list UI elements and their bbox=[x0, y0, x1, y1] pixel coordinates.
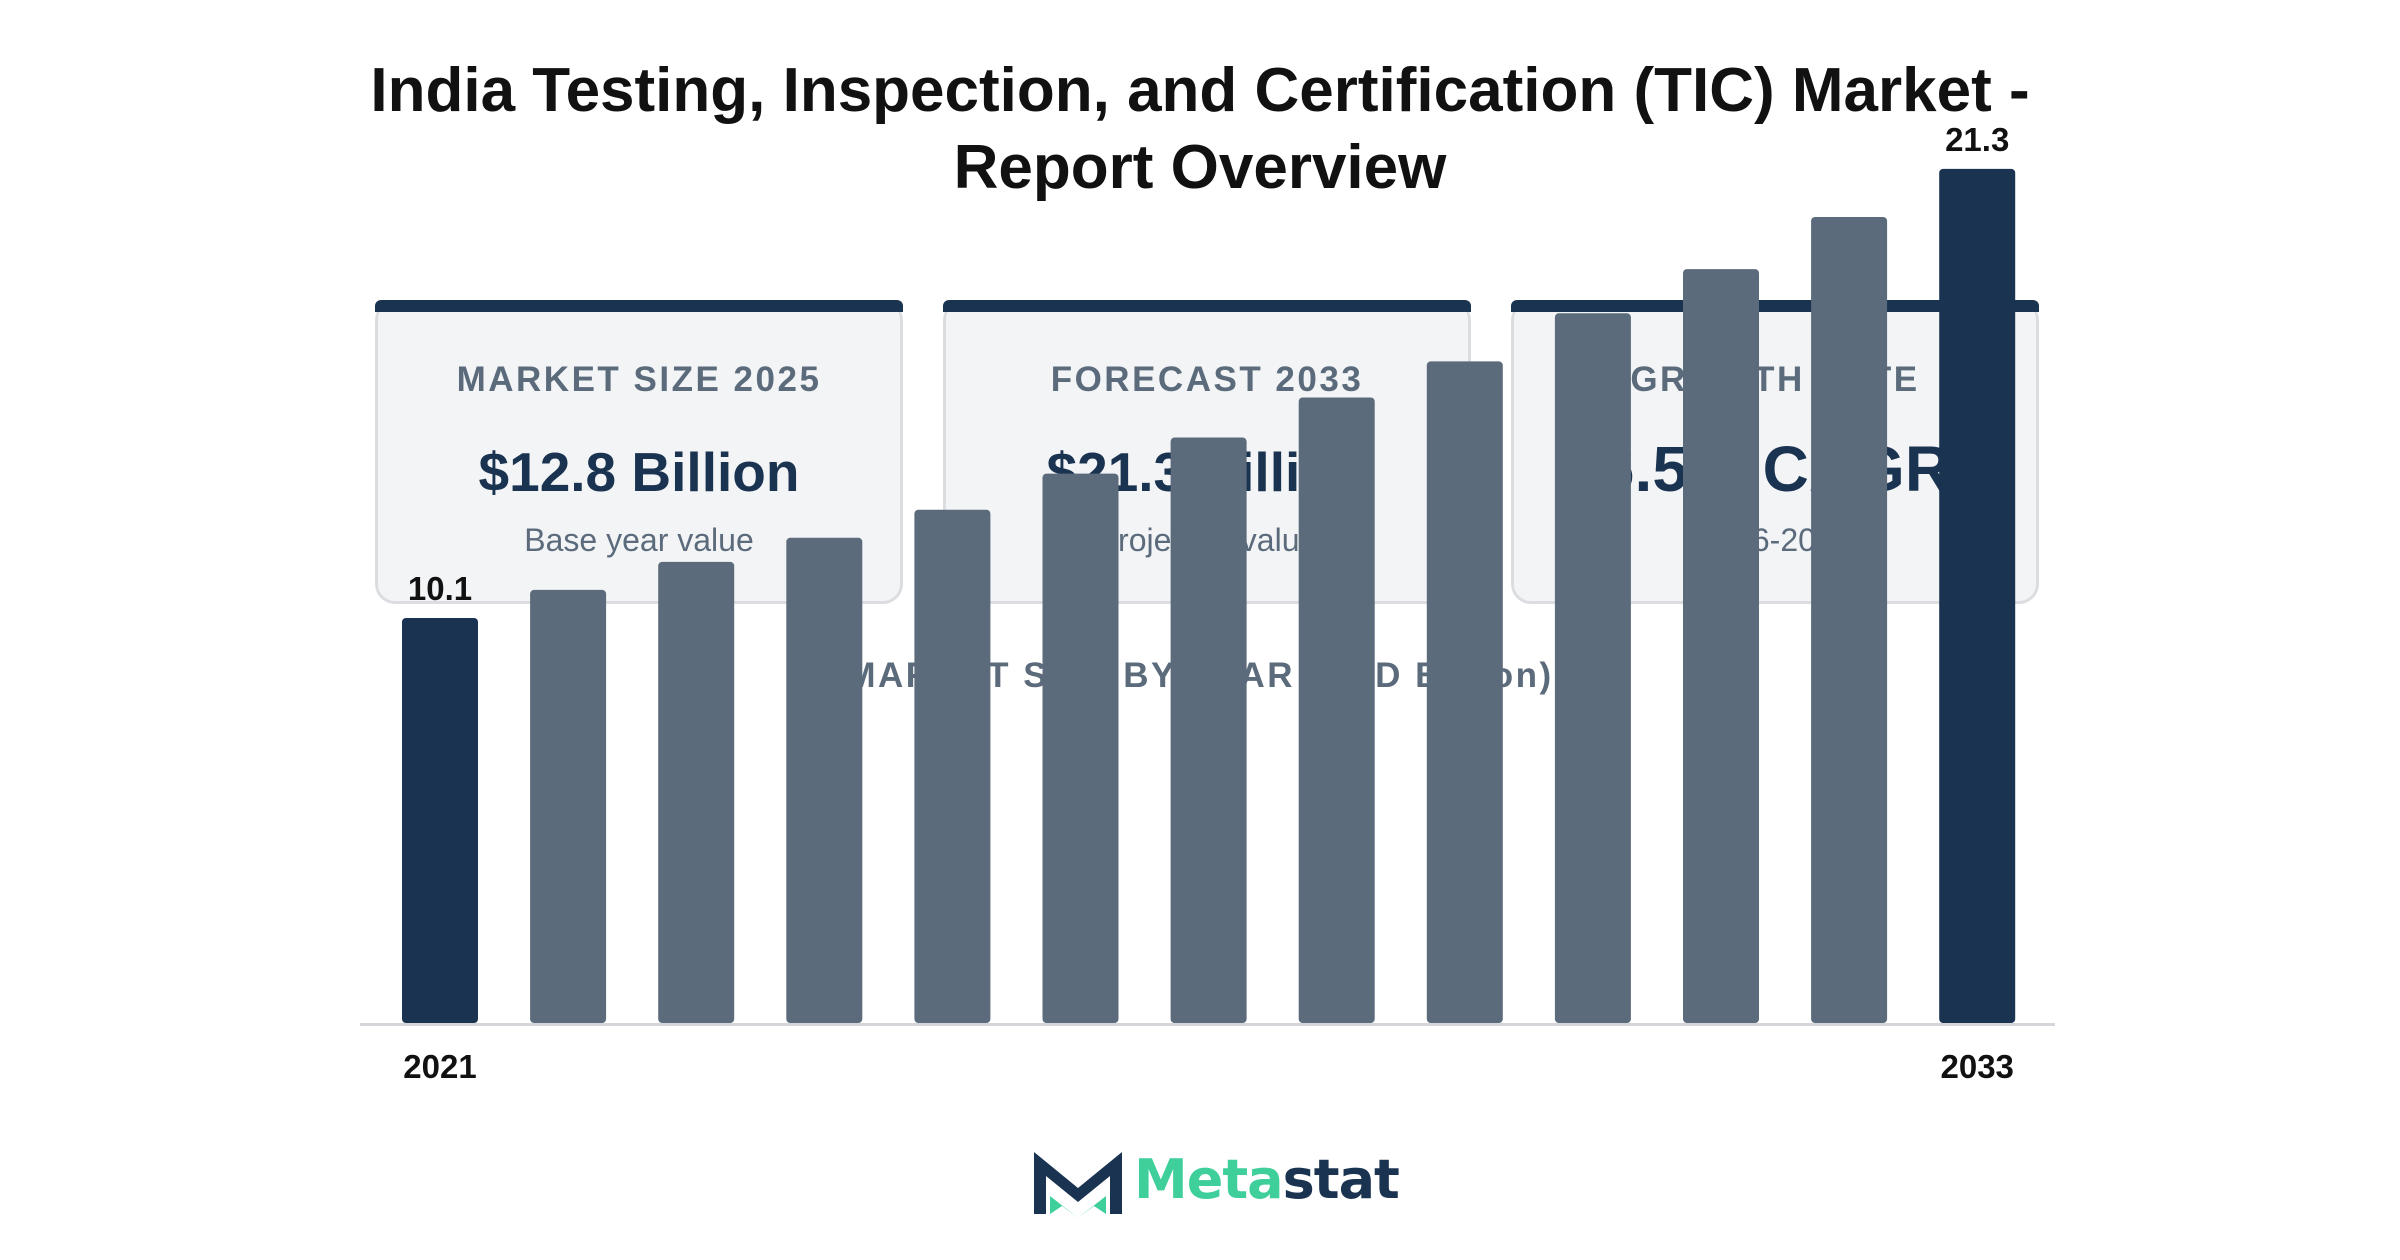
metastat-logo: Metastat bbox=[1030, 1140, 1430, 1220]
bar-2024 bbox=[786, 537, 863, 1023]
card-value: $12.8 Billion bbox=[478, 441, 800, 503]
bar-2027 bbox=[1170, 437, 1247, 1023]
page-title: India Testing, Inspection, and Certifica… bbox=[370, 56, 2030, 202]
bar-2025 bbox=[914, 509, 991, 1024]
card-subtitle: Base year value bbox=[524, 522, 754, 558]
bar-2021 bbox=[402, 617, 478, 1023]
metastat-logo-icon bbox=[1034, 1152, 1122, 1218]
card-accent-bar bbox=[943, 300, 1471, 312]
x-tick-label-2021: 2021 bbox=[403, 1048, 476, 1085]
bar-2029 bbox=[1426, 361, 1503, 1024]
metastat-logo-text: Metastat bbox=[1134, 1148, 1400, 1211]
card-accent-bar bbox=[375, 300, 903, 312]
bar-2026 bbox=[1042, 473, 1119, 1023]
bar-2033 bbox=[1939, 168, 2016, 1023]
card-label: MARKET SIZE 2025 bbox=[456, 360, 822, 399]
card-accent-bar bbox=[1511, 300, 2039, 312]
x-tick-label-2033: 2033 bbox=[1940, 1048, 2013, 1085]
card-value: 6.5% CAGR bbox=[1598, 433, 1952, 505]
bar-2031 bbox=[1683, 269, 1759, 1023]
bar-2032 bbox=[1811, 216, 1888, 1024]
bar-2028 bbox=[1298, 397, 1375, 1023]
market-size-bar-chart: 10.1 2021 21.3 2033 bbox=[360, 121, 2055, 1085]
bar-2022 bbox=[530, 589, 607, 1023]
value-label-2021: 10.1 bbox=[408, 570, 472, 607]
bar-2023 bbox=[658, 561, 735, 1023]
value-label-2033: 21.3 bbox=[1945, 121, 2009, 158]
bar-2030 bbox=[1554, 313, 1631, 1024]
card-label: FORECAST 2033 bbox=[1050, 360, 1364, 399]
